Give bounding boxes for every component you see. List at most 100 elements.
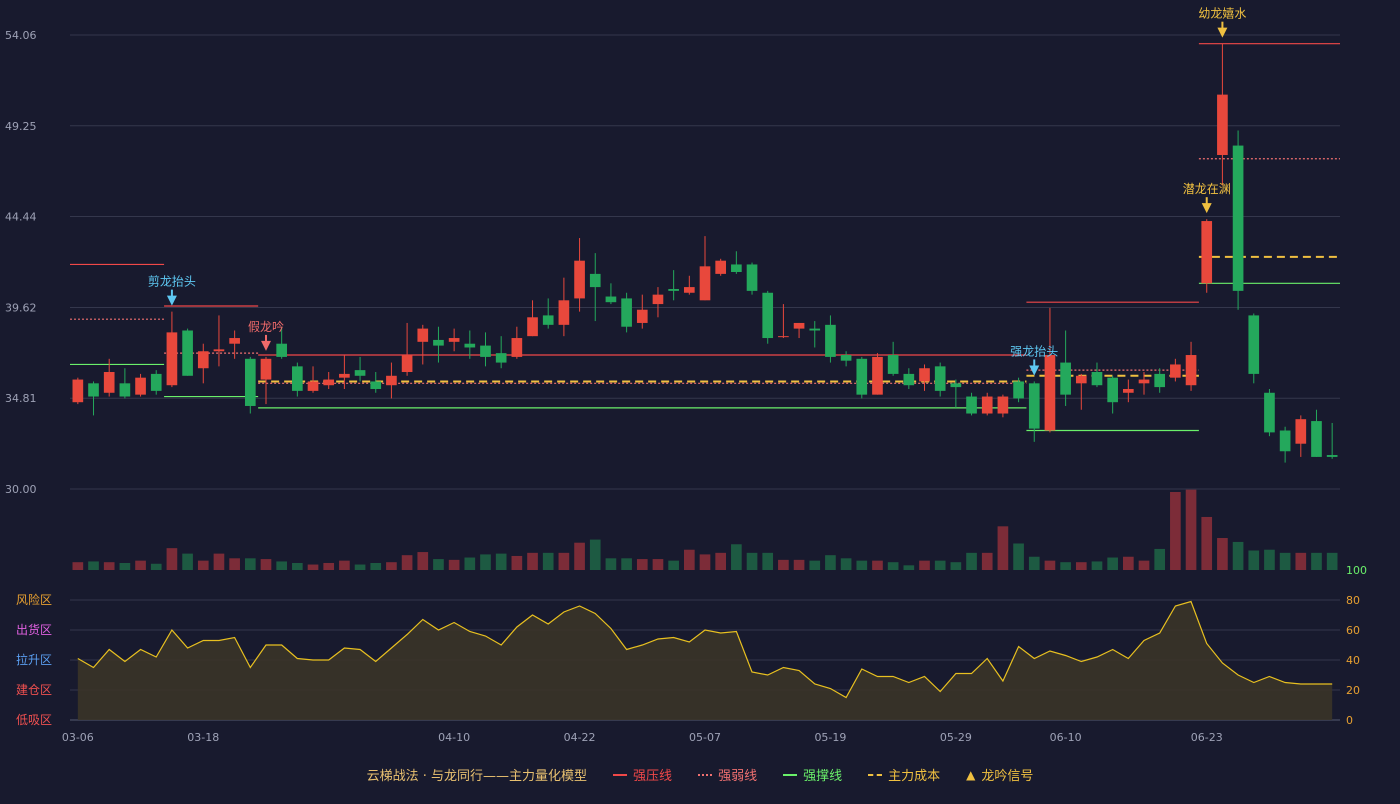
candle-body	[1060, 362, 1071, 395]
signal-arrow-icon	[1029, 365, 1040, 376]
signal-label: 潜龙在渊	[1183, 182, 1231, 196]
candle-body	[981, 396, 993, 414]
candle-body	[1279, 430, 1291, 452]
volume-bar	[119, 562, 131, 570]
candle-body	[119, 383, 131, 397]
volume-bar	[197, 560, 209, 570]
legend-item-strong-pressure[interactable]: 强压线	[613, 765, 672, 784]
volume-bar	[527, 552, 538, 570]
zone-label: 拉升区	[16, 652, 52, 667]
volume-bar	[1028, 556, 1040, 570]
indicator-tick-label: 80	[1346, 594, 1360, 607]
candle-body	[354, 370, 366, 376]
legend-item-weak-line[interactable]: 强弱线	[698, 765, 757, 784]
candle-body	[401, 355, 413, 373]
candle-body	[150, 373, 162, 391]
candle-body	[856, 358, 868, 395]
candle-body	[433, 339, 444, 346]
volume-bar	[778, 559, 789, 570]
volume-bar	[88, 561, 99, 570]
candle-body	[778, 336, 789, 338]
candle-body	[1138, 379, 1150, 384]
candle-body	[574, 260, 585, 299]
volume-bar	[636, 559, 648, 570]
volume-bar	[574, 542, 585, 570]
signal-label: 假龙吟	[248, 319, 284, 334]
candle-body	[1013, 381, 1024, 399]
candle-body	[448, 338, 460, 342]
candle-body	[605, 296, 617, 303]
indicator-line	[77, 600, 1333, 699]
x-tick-label: 05-07	[689, 731, 721, 744]
signal-arrow-icon	[1217, 27, 1228, 38]
candle-body	[919, 368, 930, 382]
candle-body	[1295, 419, 1307, 444]
volume-bar	[370, 562, 382, 570]
volume-bar	[1248, 550, 1260, 570]
candle-body	[558, 300, 570, 325]
volume-bar	[1075, 562, 1087, 570]
volume-bar	[433, 559, 444, 570]
volume-bar	[652, 559, 664, 570]
candle-body	[527, 317, 538, 337]
volume-bar	[1311, 552, 1322, 570]
legend-label: 主力成本	[888, 769, 941, 784]
volume-bar	[276, 561, 287, 570]
volume-bar	[417, 552, 429, 570]
volume-bar	[229, 558, 240, 570]
volume-bar	[323, 562, 335, 570]
volume-bar	[605, 558, 617, 570]
volume-bar	[1044, 560, 1056, 570]
volume-bar	[731, 544, 742, 570]
volume-bar	[621, 558, 632, 570]
indicator-tick-label: 0	[1346, 714, 1353, 727]
volume-bar	[966, 552, 977, 570]
candle-body	[1248, 315, 1260, 374]
price-tick-label: 49.25	[5, 120, 37, 133]
legend-item-main-cost[interactable]: 主力成本	[868, 765, 940, 784]
volume-bar	[72, 562, 84, 570]
volume-bar	[480, 554, 491, 570]
candle-body	[1091, 372, 1103, 386]
volume-bar	[903, 565, 915, 570]
volume-bar	[166, 548, 178, 570]
candle-body	[213, 349, 225, 352]
volume-bar	[699, 554, 711, 570]
volume-bar	[1326, 552, 1338, 570]
volume-bar	[683, 549, 695, 570]
signal-arrow-icon	[166, 295, 177, 306]
x-tick-label: 06-23	[1191, 731, 1223, 744]
candle-body	[260, 358, 272, 380]
candle-body	[746, 264, 758, 291]
candle-body	[903, 373, 915, 386]
candle-body	[872, 356, 883, 395]
legend-label: 强撑线	[803, 769, 843, 784]
volume-bar	[260, 559, 272, 570]
candle-body	[731, 264, 742, 273]
volume-bar	[589, 539, 601, 570]
price-tick-label: 39.62	[5, 301, 37, 314]
candle-body	[636, 309, 648, 323]
candle-body	[1232, 145, 1244, 291]
legend-item-support-line[interactable]: 强撑线	[783, 765, 842, 784]
candle-body	[1028, 383, 1040, 429]
legend-item-dragon-signal[interactable]: ▲ 龙吟信号	[966, 765, 1033, 785]
volume-bar	[1279, 552, 1291, 570]
candle-body	[1123, 388, 1134, 393]
candle-body	[683, 287, 695, 293]
volume-bar	[1295, 552, 1307, 570]
volume-bar	[307, 564, 319, 570]
volume-bar	[244, 558, 256, 570]
x-tick-label: 05-19	[814, 731, 846, 744]
solid-line-icon	[613, 773, 628, 776]
candle-body	[386, 375, 397, 386]
candle-body	[229, 338, 240, 344]
x-tick-label: 03-18	[187, 731, 219, 744]
volume-bar	[213, 553, 225, 570]
candle-body	[135, 377, 146, 395]
volume-bar	[1185, 489, 1197, 570]
candle-body	[793, 322, 805, 329]
signal-label: 强龙抬头	[1010, 344, 1058, 358]
candle-body	[825, 324, 836, 357]
candle-body	[511, 338, 523, 357]
